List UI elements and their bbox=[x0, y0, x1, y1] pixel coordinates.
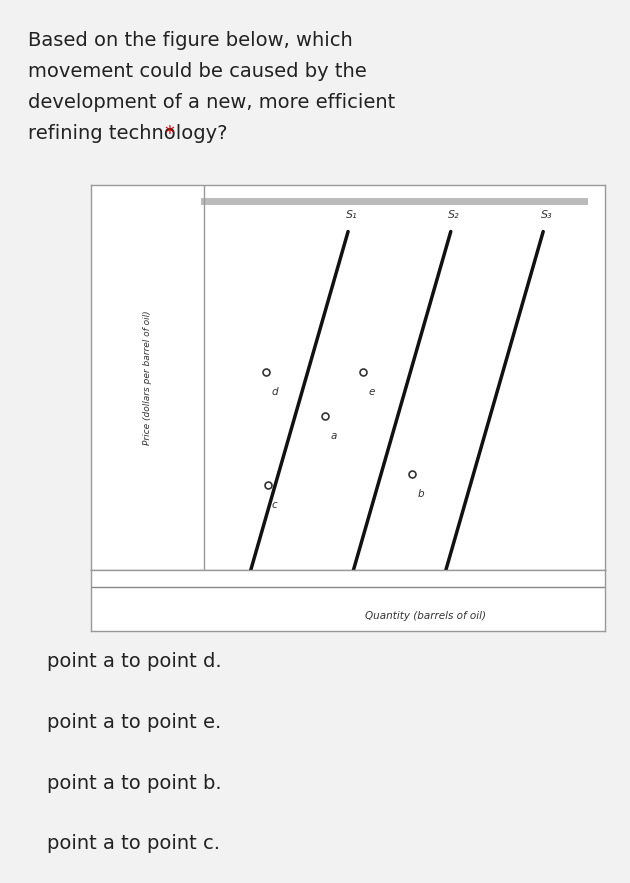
Text: c: c bbox=[271, 501, 277, 510]
Text: S₃: S₃ bbox=[541, 210, 553, 220]
Text: point a to point d.: point a to point d. bbox=[47, 653, 222, 671]
Text: e: e bbox=[369, 387, 375, 397]
Text: *: * bbox=[164, 124, 175, 143]
Text: Price (dollars per barrel of oil): Price (dollars per barrel of oil) bbox=[144, 310, 152, 445]
Text: d: d bbox=[271, 387, 278, 397]
Text: point a to point e.: point a to point e. bbox=[47, 713, 222, 732]
Text: S₁: S₁ bbox=[345, 210, 357, 220]
Text: Based on the figure below, which: Based on the figure below, which bbox=[28, 31, 353, 50]
Text: development of a new, more efficient: development of a new, more efficient bbox=[28, 93, 396, 112]
Text: movement could be caused by the: movement could be caused by the bbox=[28, 62, 367, 81]
Text: S₂: S₂ bbox=[448, 210, 460, 220]
Text: point a to point b.: point a to point b. bbox=[47, 774, 222, 793]
Text: a: a bbox=[330, 431, 336, 442]
Text: point a to point c.: point a to point c. bbox=[47, 834, 220, 853]
Text: refining technology?: refining technology? bbox=[28, 124, 234, 143]
Text: b: b bbox=[418, 489, 424, 499]
Text: Quantity (barrels of oil): Quantity (barrels of oil) bbox=[365, 611, 486, 621]
